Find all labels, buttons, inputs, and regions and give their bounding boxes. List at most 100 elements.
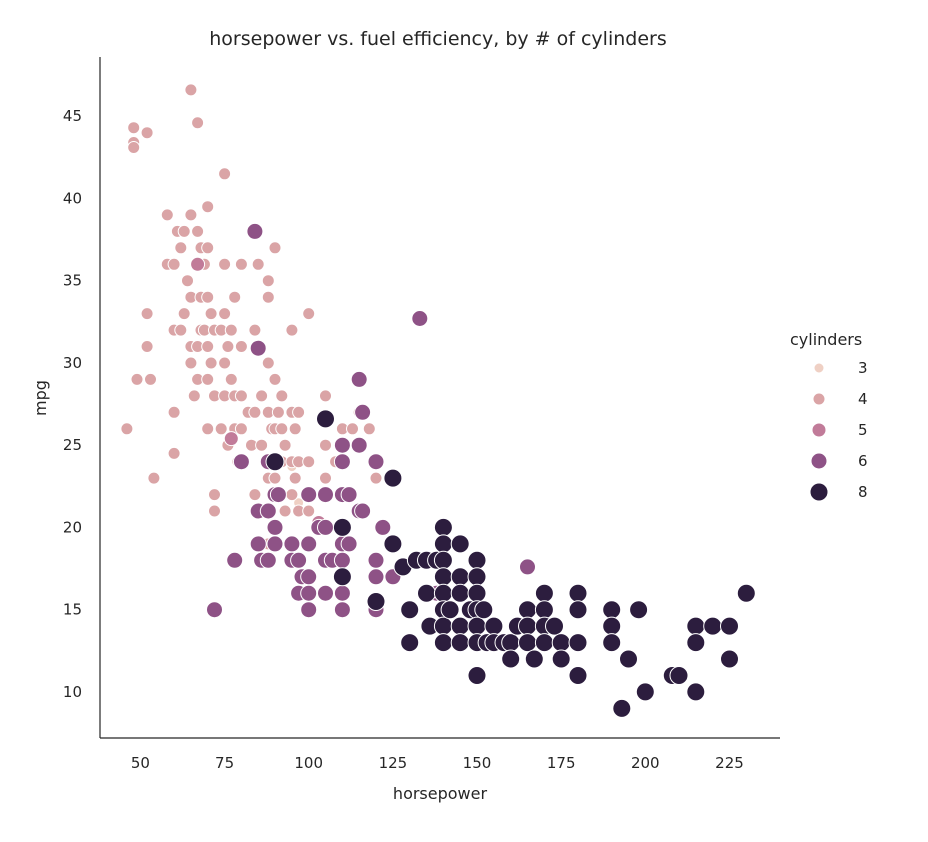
point-cyl-4-59 [224,323,238,337]
point-cyl-4-96 [278,504,292,518]
point-cyl-4-5 [140,126,154,140]
point-cyl-4-14 [167,405,181,419]
x-tick-label-2: 100 [294,754,323,772]
point-cyl-6-31 [333,453,351,471]
point-cyl-8-11 [417,583,436,603]
point-cyl-4-100 [285,488,299,502]
point-cyl-8-6 [383,534,403,554]
point-cyl-4-40 [201,290,215,304]
point-cyl-4-1 [127,121,141,135]
point-cyl-4-52 [218,167,232,181]
point-cyl-4-23 [184,208,198,222]
point-cyl-8-48 [524,649,544,669]
point-cyl-4-10 [160,208,174,222]
x-tick-label-4: 150 [463,754,492,772]
legend-label-6: 6 [858,452,868,470]
point-cyl-6-39 [340,486,358,504]
point-cyl-4-112 [319,471,332,485]
x-tick-label-7: 225 [715,754,744,772]
point-cyl-4-71 [248,323,262,337]
point-cyl-6-20 [300,535,318,553]
point-cyl-6-56 [249,339,267,357]
point-cyl-8-59 [568,666,588,685]
y-tick-label-7: 45 [63,107,82,125]
point-cyl-6-28 [317,584,334,602]
point-cyl-4-45 [204,356,218,370]
x-tick-label-3: 125 [379,754,408,772]
point-cyl-4-7 [140,340,154,353]
point-cyl-8-63 [612,698,632,718]
point-cyl-4-72 [248,405,262,419]
y-axis-label: mpg [31,380,50,416]
point-cyl-4-97 [285,323,299,337]
point-cyl-4-110 [319,389,332,403]
x-tick-label-6: 200 [631,754,660,772]
point-cyl-8-56 [568,583,588,603]
point-cyl-6-2 [246,222,264,240]
point-cyl-6-38 [333,601,351,619]
point-cyl-4-51 [214,422,228,436]
point-cyl-6-26 [317,518,334,536]
point-cyl-4-44 [204,307,218,321]
point-cyl-8-0 [265,452,285,472]
point-cyl-4-9 [147,471,161,485]
point-cyl-8-64 [619,649,638,669]
point-cyl-8-69 [686,616,706,636]
point-cyl-6-23 [300,601,318,619]
point-cyl-6-41 [350,370,368,388]
x-tick-labels: 50 75 100 125 150 175 200 225 [131,754,744,772]
point-cyl-4-80 [261,290,275,304]
point-cyl-4-89 [268,471,282,485]
point-cyl-8-57 [568,600,588,620]
point-cyl-8-1 [316,409,335,429]
point-cyl-4-81 [261,356,275,370]
point-cyl-6-35 [333,551,351,569]
point-cyl-4-57 [221,340,235,353]
point-cyl-6-13 [269,486,287,504]
point-cyl-6-40 [340,535,358,553]
point-cyl-6-21 [300,568,318,586]
point-cyl-8-49 [534,583,554,603]
legend-marker-5 [811,422,827,438]
legend-marker-6 [810,452,828,470]
point-cyl-8-19 [433,583,453,603]
point-cyl-8-72 [703,616,723,636]
point-cyl-8-22 [433,633,453,653]
point-cyl-8-55 [551,649,571,669]
point-cyl-4-119 [369,471,383,485]
point-cyl-8-73 [720,616,739,636]
point-cyl-4-43 [201,422,215,436]
point-cyl-4-12 [167,257,181,271]
point-cyl-6-44 [354,502,372,520]
point-cyl-6-42 [350,436,368,454]
point-cyl-4-93 [275,422,289,436]
point-cyl-6-8 [259,502,277,520]
point-cyl-8-27 [450,616,470,636]
y-tick-label-2: 20 [63,518,82,536]
point-cyl-5-1 [223,431,239,447]
point-cyl-8-43 [501,649,521,669]
y-tick-label-5: 35 [63,272,82,290]
legend-marker-4 [812,392,826,406]
point-cyl-8-4 [366,592,386,611]
point-cyl-6-50 [374,518,392,536]
point-cyl-4-91 [271,405,285,419]
legend-label-8: 8 [858,483,868,501]
point-cyl-8-74 [720,649,739,669]
point-cyl-8-28 [450,633,470,653]
point-cyl-4-95 [278,438,292,452]
x-tick-label-5: 175 [547,754,576,772]
point-cyl-6-16 [290,551,308,569]
point-cyl-4-60 [224,372,238,386]
point-cyl-4-73 [248,488,262,502]
point-cyl-4-53 [218,257,232,271]
point-cyl-8-66 [635,682,655,702]
legend-marker-3 [813,362,825,374]
axes [99,57,780,739]
point-cyl-4-92 [275,389,289,403]
point-cyl-4-38 [201,200,215,214]
point-cyl-6-0 [206,601,223,619]
point-cyl-4-4 [130,372,144,386]
point-cyl-8-34 [467,616,487,636]
